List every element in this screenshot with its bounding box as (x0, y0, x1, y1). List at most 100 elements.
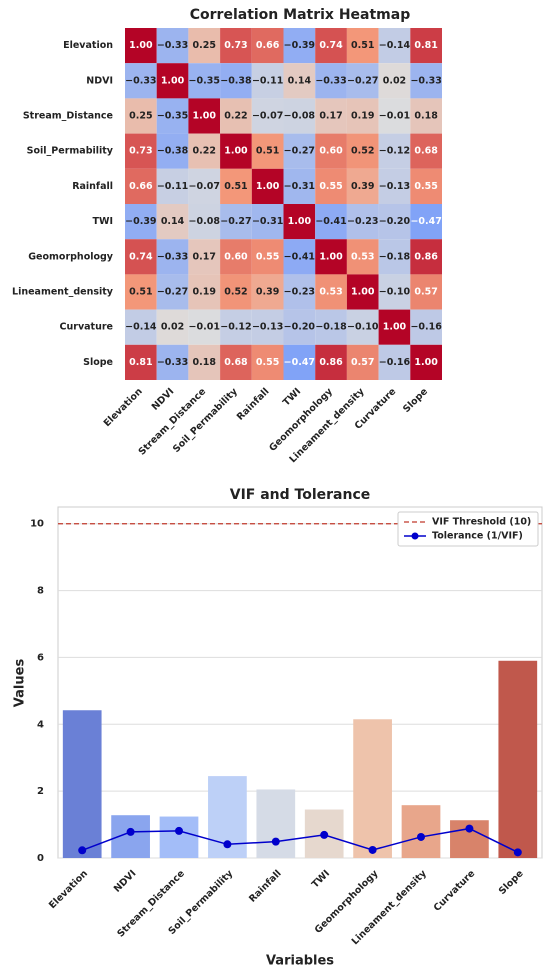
row-label: Stream_Distance (23, 111, 113, 122)
legend-label: VIF Threshold (10) (432, 517, 531, 528)
cell-label: −0.27 (347, 75, 378, 86)
cell-label: 0.51 (224, 181, 247, 192)
cell-label: −0.35 (189, 75, 220, 86)
cell-label: 1.00 (161, 75, 185, 86)
y-axis-title: Values (13, 659, 28, 708)
cell-label: −0.33 (410, 75, 441, 86)
heatmap-cell (188, 309, 221, 345)
cell-label: −0.23 (347, 216, 378, 227)
cell-label: 0.73 (129, 146, 152, 157)
heatmap-cell (251, 309, 284, 345)
legend-label: Tolerance (1/VIF) (432, 531, 523, 542)
cell-label: 0.25 (193, 40, 216, 51)
y-tick-label: 8 (37, 586, 44, 597)
heatmap-cell (251, 204, 284, 240)
heatmap-cell (315, 168, 347, 204)
heatmap-cell (156, 63, 189, 99)
heatmap-cell (410, 204, 442, 240)
tolerance-point (417, 832, 425, 841)
heatmap-cell (410, 28, 442, 64)
cell-label: −0.14 (379, 40, 411, 51)
cell-label: −0.10 (379, 287, 411, 298)
cell-label: −0.11 (252, 75, 283, 86)
row-label: Slope (83, 357, 113, 368)
cell-label: −0.18 (379, 251, 411, 262)
heatmap-cell (220, 168, 252, 204)
cell-label: −0.33 (157, 251, 188, 262)
heatmap-cell (220, 133, 252, 169)
heatmap-cell (346, 309, 379, 345)
cell-label: 0.55 (319, 181, 342, 192)
x-tick-label: Curvature (432, 868, 478, 914)
heatmap-cell (220, 204, 252, 240)
heatmap-cell (220, 63, 252, 99)
heatmap-cell (346, 204, 379, 240)
heatmap-cell (125, 28, 157, 64)
heatmap-cell (251, 28, 284, 64)
column-label: NDVI (150, 386, 177, 413)
heatmap-cell (156, 98, 189, 134)
row-label: Lineament_density (12, 287, 114, 298)
heatmap-cell (283, 344, 316, 380)
heatmap-cell (156, 274, 189, 310)
cell-label: −0.11 (157, 181, 188, 192)
cell-label: −0.12 (379, 146, 410, 157)
heatmap-cell (378, 239, 411, 275)
heatmap-cell (378, 309, 411, 345)
heatmap-cell (220, 28, 252, 64)
cell-label: 0.68 (414, 146, 438, 157)
heatmap-cell (283, 133, 316, 169)
tolerance-line (81, 827, 519, 853)
tolerance-point (175, 826, 183, 835)
cell-label: −0.16 (410, 322, 442, 333)
cell-label: 1.00 (288, 216, 312, 227)
plot-area (57, 506, 543, 859)
heatmap-cell (410, 239, 442, 275)
cell-label: 0.51 (351, 40, 374, 51)
cell-label: −0.01 (379, 111, 410, 122)
row-label: Geomorphology (28, 251, 114, 262)
heatmap-cell (156, 204, 189, 240)
heatmap-cell (251, 239, 284, 275)
cell-label: 0.73 (224, 40, 247, 51)
cell-label: −0.23 (284, 287, 315, 298)
bar (256, 789, 296, 858)
cell-label: −0.14 (125, 322, 157, 333)
cell-label: 1.00 (256, 181, 280, 192)
y-tick-label: 2 (37, 786, 44, 797)
x-tick-label: NDVI (112, 868, 139, 895)
heatmap-cell (125, 63, 157, 99)
cell-label: 0.39 (351, 181, 374, 192)
cell-label: −0.31 (252, 216, 283, 227)
tolerance-point (126, 827, 135, 836)
cell-label: 1.00 (193, 111, 217, 122)
tolerance-point (320, 830, 329, 839)
cell-label: 0.02 (161, 322, 184, 333)
cell-label: −0.13 (379, 181, 410, 192)
heatmap-cell (346, 274, 379, 310)
cell-label: 0.68 (224, 357, 248, 368)
heatmap-cell (251, 63, 284, 99)
cell-label: −0.33 (157, 357, 188, 368)
heatmap-cell (188, 239, 221, 275)
cell-label: −0.16 (379, 357, 411, 368)
heatmap-cell (410, 98, 442, 134)
heatmap-cell (156, 133, 189, 169)
bar (401, 805, 441, 858)
heatmap-cell (315, 344, 347, 380)
cell-label: 0.74 (319, 40, 343, 51)
cell-label: 0.57 (414, 287, 437, 298)
heatmap-cell (315, 98, 347, 134)
heatmap-cell (251, 133, 284, 169)
heatmap-cell (251, 344, 284, 380)
y-tick-label: 4 (37, 719, 44, 730)
cell-label: 1.00 (224, 146, 248, 157)
legend-swatch (411, 532, 419, 540)
cell-label: −0.35 (157, 111, 188, 122)
column-label: Slope (401, 386, 430, 415)
cell-label: −0.41 (284, 251, 315, 262)
heatmap-cell (156, 168, 189, 204)
cell-label: 0.14 (288, 75, 312, 86)
cell-label: 0.19 (351, 111, 374, 122)
heatmap-cell (283, 28, 316, 64)
